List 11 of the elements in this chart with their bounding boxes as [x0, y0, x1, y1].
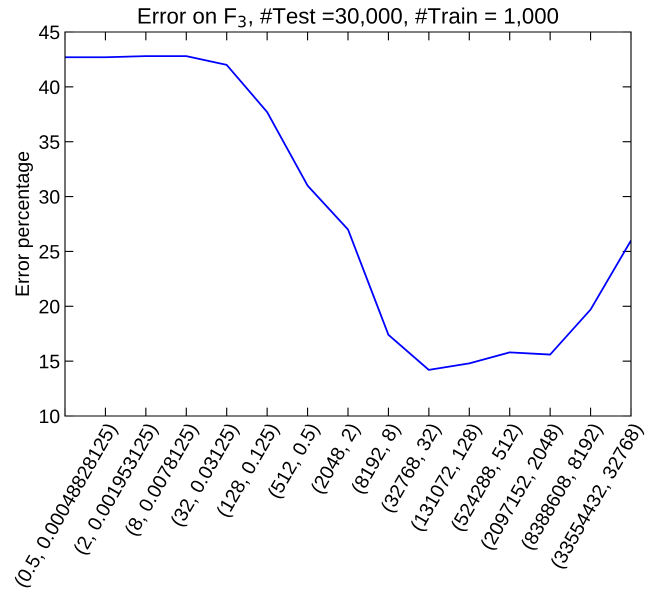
y-tick-label: 15: [40, 354, 60, 368]
chart-title: Error on F$_{3}$, #Test =30,000, #Train = 1,000: [138, 7, 558, 28]
y-tick-label: 20: [39, 300, 60, 314]
y-tick-label: 10: [40, 409, 60, 424]
y-tick-label: 25: [39, 244, 60, 259]
y-tick-label: 30: [39, 190, 60, 204]
y-axis-title: Error percentage: [16, 152, 33, 296]
y-tick-label: 35: [39, 135, 60, 149]
line-series: [65, 55, 631, 371]
y-tick-label: 40: [38, 80, 60, 94]
y-tick-label: 45: [38, 26, 60, 40]
